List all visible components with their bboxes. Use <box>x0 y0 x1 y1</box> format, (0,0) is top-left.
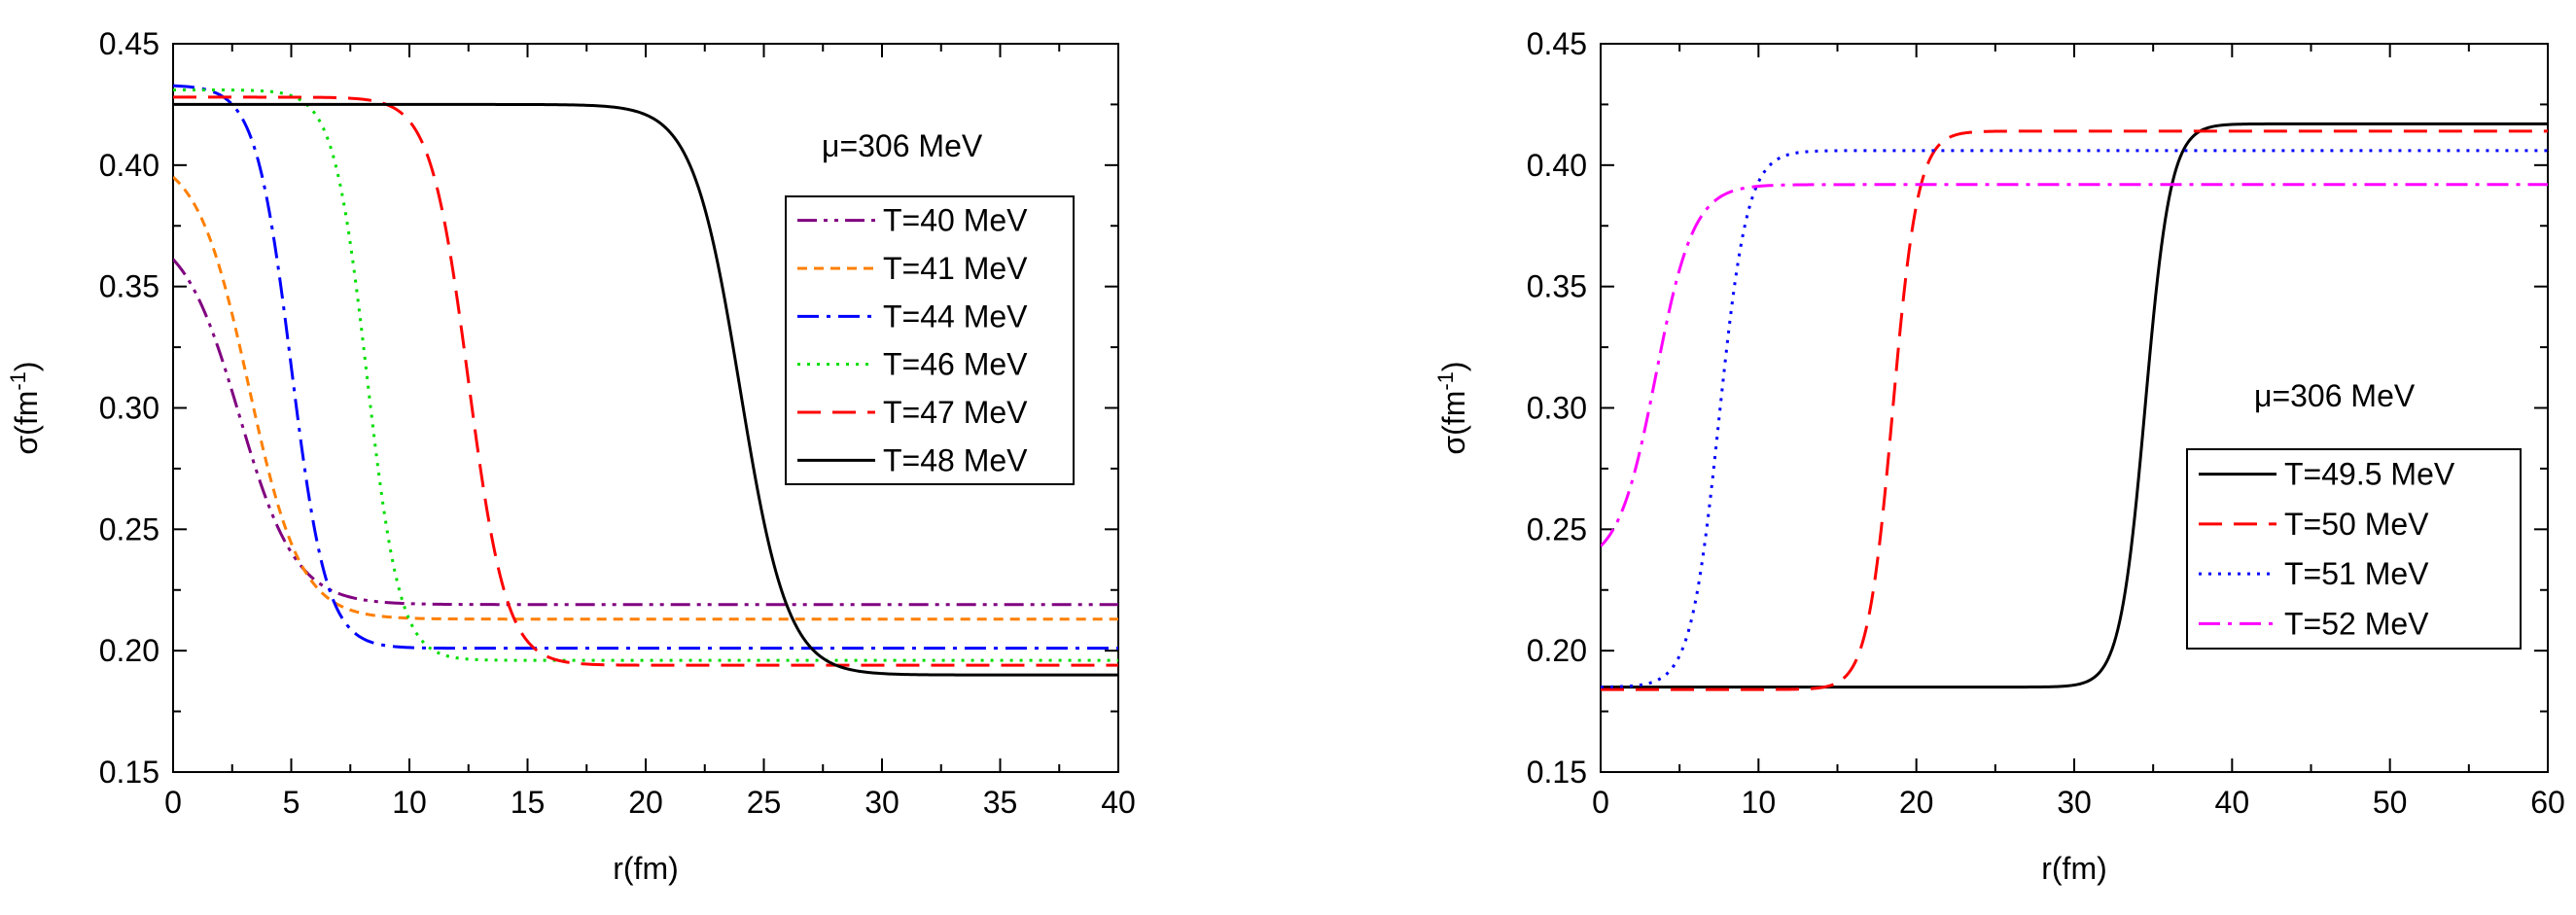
y-tick-label: 0.30 <box>99 391 159 426</box>
x-tick-label: 30 <box>865 785 900 820</box>
legend-label-4: T=52 MeV <box>2284 606 2429 641</box>
legend-label-3: T=51 MeV <box>2284 556 2429 591</box>
y-tick-label: 0.30 <box>1527 391 1587 426</box>
legend-label-1: T=49.5 MeV <box>2284 457 2455 492</box>
y-tick-label: 0.20 <box>1527 633 1587 668</box>
x-tick-label: 50 <box>2373 785 2408 820</box>
x-axis-label: r(fm) <box>2041 851 2107 886</box>
y-axis-label-main: σ(fm <box>9 391 44 455</box>
y-tick-label: 0.40 <box>1527 148 1587 183</box>
series-line-2 <box>1601 129 2548 691</box>
x-tick-label: 60 <box>2530 785 2565 820</box>
x-tick-label: 40 <box>2215 785 2250 820</box>
y-tick-label: 0.25 <box>99 511 159 546</box>
y-tick-label: 0.15 <box>1527 755 1587 790</box>
series-line-6 <box>173 102 1118 677</box>
y-tick-label: 0.35 <box>1527 269 1587 304</box>
series-line-1 <box>1601 122 2548 689</box>
legend-label-4: T=46 MeV <box>883 347 1028 382</box>
x-tick-label: 20 <box>1899 785 1934 820</box>
y-tick-label: 0.45 <box>99 26 159 61</box>
y-tick-label: 0.40 <box>99 148 159 183</box>
y-tick-label: 0.35 <box>99 269 159 304</box>
y-tick-label: 0.45 <box>1527 26 1587 61</box>
y-tick-label: 0.25 <box>1527 511 1587 546</box>
y-axis-label: σ(fm-1) <box>6 361 44 454</box>
x-tick-label: 0 <box>164 785 182 820</box>
legend: T=49.5 MeV T=50 MeV T=51 MeV T=52 MeV <box>2186 448 2522 650</box>
x-tick-label: 30 <box>2057 785 2092 820</box>
y-axis-label: σ(fm-1) <box>1433 361 1471 454</box>
y-axis-label-close: ) <box>9 361 44 371</box>
series-line-4 <box>173 88 1118 662</box>
mu-annotation: μ=306 MeV <box>2254 378 2416 413</box>
x-tick-label: 20 <box>628 785 663 820</box>
chart-2: 0 10 20 30 40 50 60 0.15 0.20 0.25 0.30 0.35 0.40 0.4… <box>1433 26 2565 886</box>
legend-label-6: T=48 MeV <box>883 442 1028 477</box>
mu-annotation: μ=306 MeV <box>822 128 983 163</box>
x-tick-label: 25 <box>747 785 782 820</box>
y-axis-label-sup: -1 <box>6 371 30 391</box>
legend-box <box>785 195 1075 485</box>
x-tick-label: 40 <box>1101 785 1136 820</box>
x-tick-label: 35 <box>983 785 1018 820</box>
x-axis-label: r(fm) <box>613 851 679 886</box>
y-axis-label-close: ) <box>1436 361 1471 371</box>
legend-label-5: T=47 MeV <box>883 395 1028 430</box>
x-tick-label: 10 <box>1742 785 1777 820</box>
legend: T=40 MeV T=41 MeV T=44 MeV T=46 MeV T=47 MeV… <box>785 195 1075 485</box>
legend-label-1: T=40 MeV <box>883 203 1028 238</box>
series-line-3 <box>1601 149 2548 688</box>
y-axis-label-main: σ(fm <box>1436 391 1471 455</box>
curves <box>1601 122 2548 691</box>
x-tick-label: 10 <box>392 785 427 820</box>
curves <box>173 84 1118 677</box>
x-tick-label: 0 <box>1592 785 1609 820</box>
chart-1: 0 5 10 15 20 25 30 35 40 0.15 0.20 0.25 0.30 0.35 0.40… <box>6 26 1136 886</box>
x-tick-label: 5 <box>283 785 300 820</box>
series-line-3 <box>173 84 1118 651</box>
series-line-5 <box>173 95 1118 667</box>
legend-label-3: T=44 MeV <box>883 299 1028 334</box>
x-tick-label: 15 <box>511 785 546 820</box>
y-tick-label: 0.20 <box>99 633 159 668</box>
series-line-4 <box>1601 183 2548 547</box>
legend-label-2: T=50 MeV <box>2284 507 2429 542</box>
series-line-2 <box>173 176 1118 621</box>
y-axis-label-sup: -1 <box>1433 371 1458 391</box>
legend-label-2: T=41 MeV <box>883 251 1028 286</box>
legend-box <box>2186 448 2522 650</box>
y-tick-label: 0.15 <box>99 755 159 790</box>
